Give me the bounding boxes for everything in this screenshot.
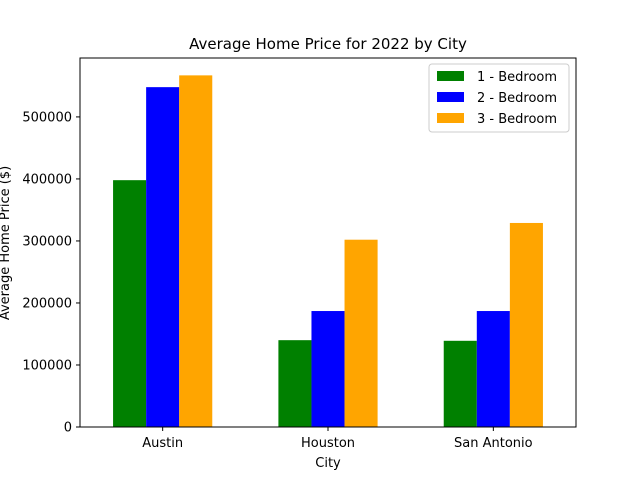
x-tick-label: Houston [301,436,355,451]
bar [509,222,543,427]
x-tick-label: San Antonio [454,436,533,451]
plot-frame [79,57,577,428]
y-ticks: 0 100000 200000 300000 400000 500000 [22,110,80,436]
legend-swatch [437,113,464,123]
y-tick-label: 500000 [22,110,72,125]
x-ticks: Austin Houston San Antonio [142,427,533,451]
y-axis-label: Average Home Price ($) [0,166,13,320]
y-tick-label: 300000 [22,234,72,249]
legend-swatch [437,71,464,81]
bar [311,311,345,427]
y-tick-label: 200000 [22,296,72,311]
bar [113,180,147,427]
legend: 1 - Bedroom 2 - Bedroom 3 - Bedroom [428,63,570,133]
y-tick-label: 100000 [22,358,72,373]
bar [278,340,312,427]
bar [146,87,180,428]
y-tick-label: 400000 [22,172,72,187]
bars-layer [113,75,543,428]
chart-title: Average Home Price for 2022 by City [189,35,467,53]
legend-label: 2 - Bedroom [477,91,557,106]
bar [443,340,477,427]
legend-label: 1 - Bedroom [477,70,557,85]
x-axis-label: City [315,456,341,471]
legend-swatch [437,92,464,102]
legend-label: 3 - Bedroom [477,112,557,127]
y-tick-label: 0 [64,421,72,436]
bar [344,239,378,427]
bar [179,75,213,427]
bar [476,311,510,427]
x-tick-label: Austin [142,436,183,451]
